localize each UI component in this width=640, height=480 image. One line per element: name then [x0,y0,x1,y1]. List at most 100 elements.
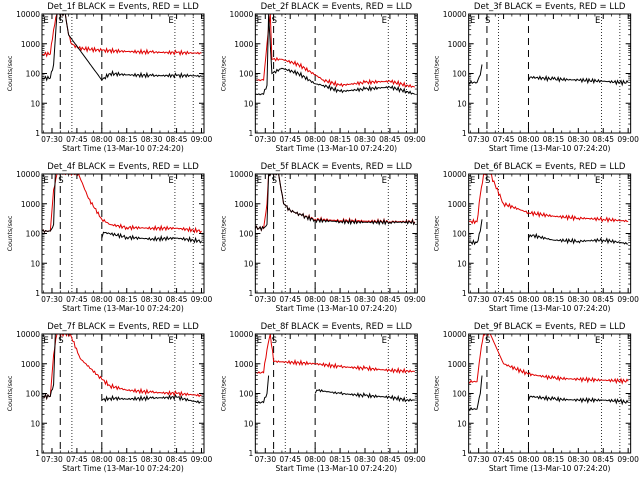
x-tick-label: 08:30 [141,135,163,144]
y-tick-label: 1 [462,129,467,138]
marker-letter: E [257,336,262,346]
x-tick-label: 08:45 [166,295,188,304]
x-tick-label: 09:00 [191,295,213,304]
panel-title: Det_5f BLACK = Events, RED = LLD [261,162,413,172]
x-tick-label: 07:45 [279,135,301,144]
y-tick-label: 10 [30,259,40,268]
y-tick-label: 10 [457,419,467,428]
series-lld-line [255,14,415,88]
x-tick-label: 07:30 [41,135,63,144]
x-tick-label: 08:30 [568,295,590,304]
x-tick-label: 08:45 [166,455,188,464]
marker-lines [273,334,407,453]
series-events-line [468,375,629,412]
x-tick-label: 08:30 [354,135,376,144]
x-axis-label: Start Time (13-Mar-10 07:24:20) [62,144,184,153]
series-group [255,174,416,232]
marker-letter: S [485,16,490,26]
x-tick-label: 08:15 [329,455,351,464]
y-tick-label: 1000 [448,40,467,49]
y-tick-label: 10000 [16,170,40,179]
marker-letter: E [470,176,475,186]
y-axis-label: Counts/sec [6,215,14,251]
x-tick-label: 08:30 [354,295,376,304]
y-axis: 1 10 100 1000 10000 [443,10,631,138]
x-axis-label: Start Time (13-Mar-10 07:24:20) [276,144,398,153]
x-tick-label: 08:00 [304,135,326,144]
y-tick-label: 10000 [16,10,40,19]
y-tick-label: 1000 [448,360,467,369]
marker-letter: E [168,176,173,186]
y-tick-label: 1000 [234,200,253,209]
series-lld-line [255,334,415,375]
x-axis: 07:30 07:45 08:00 08:15 08:30 08:45 09:00 [41,14,213,144]
x-tick-label: 09:00 [404,135,426,144]
series-group [42,14,202,82]
marker-lines [486,334,621,453]
marker-letter: E [382,176,387,186]
y-tick-label: 100 [239,390,254,399]
y-axis: 1 10 100 1000 10000 [229,330,418,458]
marker-letter: E [257,16,262,26]
y-tick-label: 10000 [443,10,467,19]
y-tick-label: 10 [244,259,254,268]
x-tick-label: 08:30 [141,455,163,464]
panel-title: Det_9f BLACK = Events, RED = LLD [474,322,626,332]
marker-lines [59,334,194,453]
y-axis: 1 10 100 1000 10000 [16,330,204,458]
series-events-line [42,174,202,244]
x-tick-label: 08:15 [116,295,138,304]
x-tick-label: 07:45 [66,455,88,464]
y-tick-label: 1 [249,289,254,298]
panel-title: Det_8f BLACK = Events, RED = LLD [261,322,413,332]
x-tick-label: 09:00 [191,135,213,144]
series-events-line [468,64,629,87]
series-events-line [42,334,202,404]
x-axis: 07:30 07:45 08:00 08:15 08:30 08:45 09:00 [468,334,639,464]
x-tick-label: 08:30 [568,455,590,464]
panel-title: Det_2f BLACK = Events, RED = LLD [261,2,413,12]
x-axis: 07:30 07:45 08:00 08:15 08:30 08:45 09:00 [254,14,426,144]
panel-title: Det_1f BLACK = Events, RED = LLD [47,2,199,12]
series-events-line [42,14,202,82]
y-axis: 1 10 100 1000 10000 [443,170,631,298]
x-axis: 07:30 07:45 08:00 08:15 08:30 08:45 09:00 [41,334,213,464]
y-tick-label: 100 [452,230,467,239]
y-tick-label: 10 [244,99,254,108]
y-tick-label: 10 [457,259,467,268]
marker-letter: S [58,176,63,186]
y-tick-label: 1000 [21,200,40,209]
y-tick-label: 100 [26,390,41,399]
marker-letter: E [595,16,600,26]
y-tick-label: 1000 [21,40,40,49]
x-tick-label: 08:00 [91,455,113,464]
marker-letter: E [43,16,48,26]
marker-letter: E [470,336,475,346]
series-lld-line [468,334,629,385]
y-tick-label: 100 [26,70,41,79]
x-tick-label: 07:45 [493,455,515,464]
x-tick-label: 08:00 [91,135,113,144]
x-tick-label: 07:30 [254,135,276,144]
panel-title: Det_6f BLACK = Events, RED = LLD [474,162,626,172]
x-tick-label: 09:00 [404,455,426,464]
y-tick-label: 10 [30,99,40,108]
series-group [468,174,629,246]
x-tick-label: 08:45 [592,295,614,304]
y-axis-label: Counts/sec [433,55,441,91]
marker-letter: S [272,176,277,186]
y-tick-label: 10000 [229,170,253,179]
x-tick-label: 07:30 [468,295,490,304]
x-tick-label: 08:15 [543,135,565,144]
x-tick-label: 07:30 [468,135,490,144]
marker-letter: E [595,176,600,186]
marker-lines [59,14,194,133]
marker-letter: S [272,16,277,26]
x-axis-label: Start Time (13-Mar-10 07:24:20) [62,464,184,473]
x-tick-label: 08:15 [329,295,351,304]
